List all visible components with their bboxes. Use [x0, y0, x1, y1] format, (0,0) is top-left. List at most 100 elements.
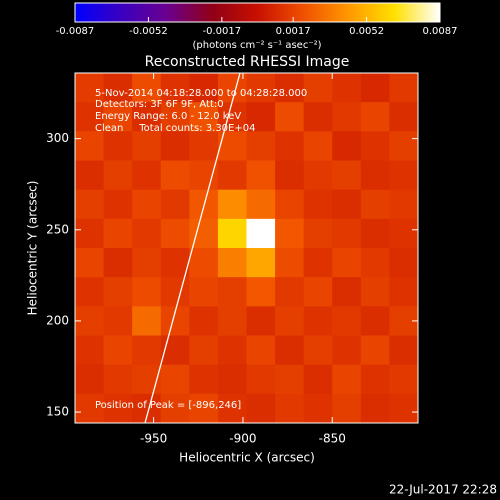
heatmap-cell [303, 218, 333, 249]
heatmap-cell [217, 102, 247, 132]
heatmap-cell [360, 277, 390, 307]
y-axis-label: Heliocentric Y (arcsec) [26, 181, 40, 316]
heatmap-cell [189, 393, 219, 424]
heatmap-cell [303, 335, 333, 366]
heatmap-cell [246, 102, 276, 132]
heatmap-cell [75, 393, 105, 424]
heatmap-cell [103, 306, 133, 336]
heatmap-cell [75, 102, 105, 132]
heatmap [75, 73, 419, 424]
heatmap-cell [275, 364, 305, 395]
annotation: Energy Range: 6.0 - 12.0 keV [95, 111, 241, 122]
heatmap-cell [132, 277, 162, 307]
colorbar-tick-label: 0.0017 [276, 26, 311, 37]
heatmap-cell [217, 364, 247, 395]
y-tick-label: 250 [46, 222, 69, 236]
heatmap-cell [217, 160, 247, 191]
heatmap-cell [275, 306, 305, 336]
heatmap-cell [189, 248, 219, 278]
colorbar-tick-label: -0.0052 [129, 26, 168, 37]
heatmap-cell [217, 131, 247, 161]
heatmap-cell [332, 248, 362, 278]
heatmap-cell [360, 160, 390, 191]
heatmap-cell [389, 73, 419, 103]
heatmap-cell [389, 218, 419, 249]
heatmap-cell [275, 102, 305, 132]
heatmap-cell [189, 131, 219, 161]
heatmap-cell [275, 218, 305, 249]
heatmap-cell [332, 393, 362, 424]
heatmap-cell [103, 102, 133, 132]
heatmap-cell [132, 73, 162, 103]
heatmap-cell [75, 131, 105, 161]
peak-label: Position of Peak = [-896,246] [95, 400, 241, 411]
heatmap-cell [132, 189, 162, 220]
heatmap-cell [132, 160, 162, 191]
heatmap-cell [132, 248, 162, 278]
heatmap-cell [332, 277, 362, 307]
heatmap-cell [189, 335, 219, 366]
heatmap-cell [246, 364, 276, 395]
heatmap-cell [360, 218, 390, 249]
heatmap-cell [132, 306, 162, 336]
heatmap-cell [275, 248, 305, 278]
heatmap-cell [189, 306, 219, 336]
heatmap-cell [103, 393, 133, 424]
heatmap-cell [217, 393, 247, 424]
heatmap-cell [360, 306, 390, 336]
heatmap-cell [275, 189, 305, 220]
heatmap-cell [189, 73, 219, 103]
heatmap-cell [360, 102, 390, 132]
heatmap-cell [189, 277, 219, 307]
heatmap-cell [217, 189, 247, 220]
heatmap-cell [75, 364, 105, 395]
heatmap-cell [389, 248, 419, 278]
heatmap-cell [275, 73, 305, 103]
heatmap-cell [303, 160, 333, 191]
heatmap-cell [75, 189, 105, 220]
heatmap-cell [160, 277, 190, 307]
heatmap-cell [275, 393, 305, 424]
heatmap-cell [360, 364, 390, 395]
heatmap-cell [75, 248, 105, 278]
heatmap-cell [389, 102, 419, 132]
heatmap-cell [246, 189, 276, 220]
plot-frame [74, 72, 419, 424]
heatmap-cell [360, 248, 390, 278]
heatmap-cell [217, 73, 247, 103]
colorbar-tick-label: -0.0017 [203, 26, 242, 37]
heatmap-cell [189, 160, 219, 191]
annotation: 5-Nov-2014 04:18:28.000 to 04:28:28.000 [95, 88, 307, 99]
heatmap-cell [246, 335, 276, 366]
heatmap-cell [160, 364, 190, 395]
heatmap-cell [75, 160, 105, 191]
heatmap-cell [389, 335, 419, 366]
heatmap-cell [360, 393, 390, 424]
heatmap-cell [160, 189, 190, 220]
heatmap-cell [389, 131, 419, 161]
heatmap-cell [303, 131, 333, 161]
heatmap-cell [246, 160, 276, 191]
heatmap-cell [275, 335, 305, 366]
heatmap-cell [160, 102, 190, 132]
heatmap-cell [246, 306, 276, 336]
heatmap-cell [332, 335, 362, 366]
heatmap-cell [332, 189, 362, 220]
heatmap-cell [332, 102, 362, 132]
heatmap-cell [246, 277, 276, 307]
heatmap-cell [246, 393, 276, 424]
heatmap-cell [389, 364, 419, 395]
heatmap-cell [160, 218, 190, 249]
chart-title: Reconstructed RHESSI Image [145, 54, 350, 70]
heatmap-cell [303, 73, 333, 103]
heatmap-cell [103, 335, 133, 366]
heatmap-cell [332, 131, 362, 161]
heatmap-cell [103, 277, 133, 307]
heatmap-cell [332, 364, 362, 395]
heatmap-cell [246, 73, 276, 103]
heatmap-cell [275, 277, 305, 307]
heatmap-cell [360, 73, 390, 103]
heatmap-cell [160, 393, 190, 424]
heatmap-cell [217, 306, 247, 336]
